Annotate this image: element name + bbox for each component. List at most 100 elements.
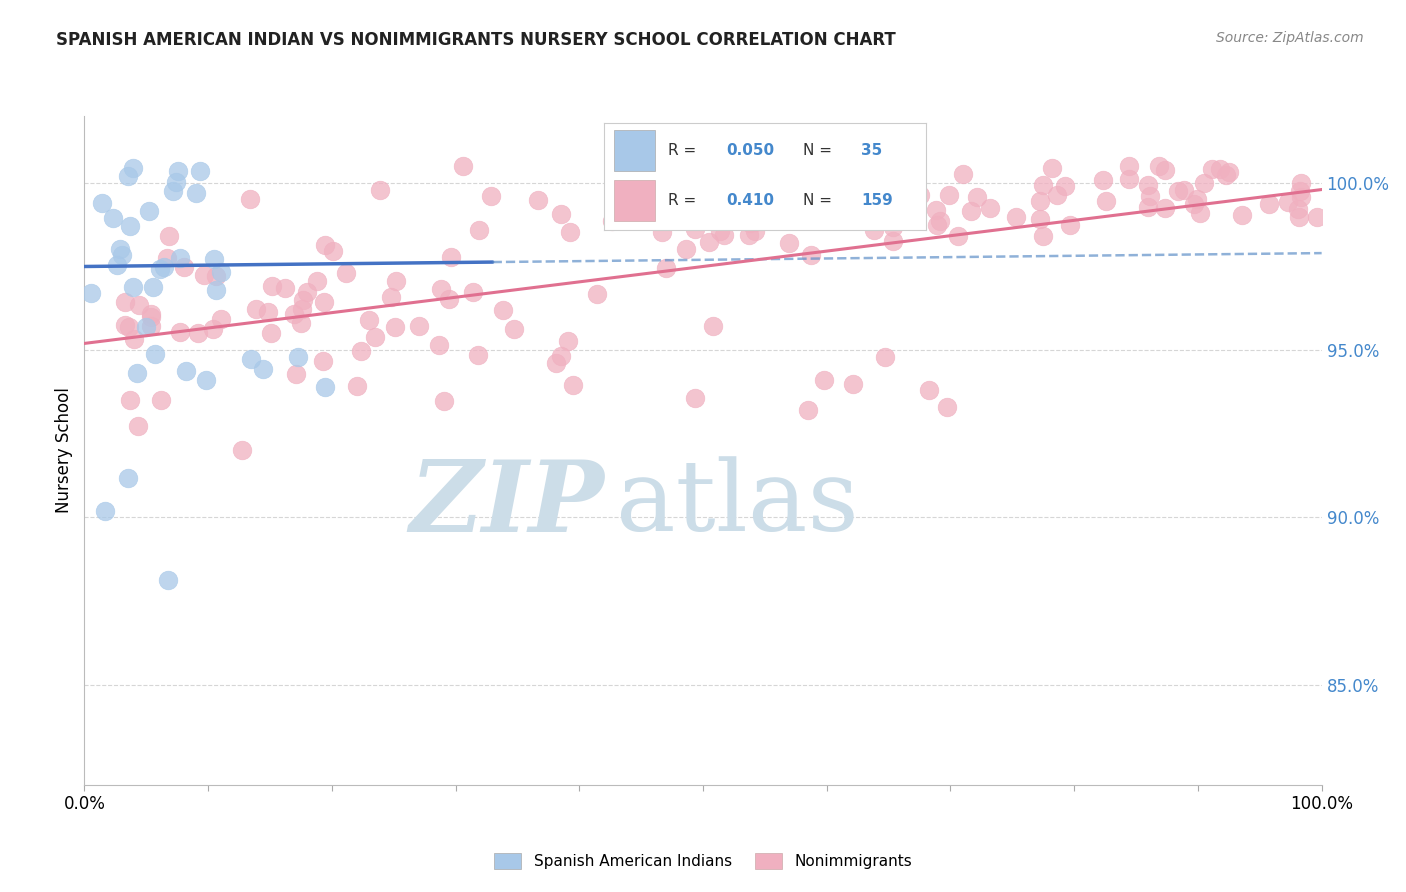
Point: [1189, 206, 1212, 220]
Point: [616, 159, 638, 173]
Point: [156, 252, 179, 266]
Point: [799, 248, 821, 262]
Point: [1288, 210, 1310, 224]
Point: [1167, 184, 1189, 198]
Point: [245, 302, 267, 317]
Point: [1137, 201, 1160, 215]
Point: [1289, 190, 1312, 204]
Point: [979, 201, 1001, 215]
Point: [558, 225, 581, 239]
Point: [1208, 162, 1230, 177]
Point: [918, 383, 941, 397]
Point: [209, 311, 232, 326]
Point: [1289, 184, 1312, 198]
Point: [1054, 179, 1077, 194]
Point: [429, 282, 451, 296]
Point: [1194, 176, 1216, 190]
Point: [166, 163, 188, 178]
Point: [1118, 171, 1140, 186]
Point: [239, 193, 262, 207]
Point: [557, 334, 579, 348]
Point: [544, 356, 567, 370]
Point: [699, 210, 721, 224]
Point: [550, 207, 572, 221]
Point: [108, 243, 131, 257]
Point: [928, 214, 950, 228]
Point: [927, 219, 949, 233]
Point: [427, 338, 450, 352]
Point: [165, 175, 187, 189]
Point: [651, 225, 673, 239]
Point: [966, 190, 988, 204]
Text: ZIP: ZIP: [409, 456, 605, 552]
Point: [260, 279, 283, 293]
Point: [153, 260, 176, 274]
Point: [157, 573, 180, 587]
Point: [252, 362, 274, 376]
Point: [879, 195, 901, 210]
Point: [600, 213, 623, 227]
Point: [662, 204, 685, 219]
Point: [121, 161, 143, 175]
Point: [350, 344, 373, 359]
Text: atlas: atlas: [616, 456, 859, 552]
Point: [111, 247, 134, 261]
Point: [305, 274, 328, 288]
Point: [654, 260, 676, 275]
Point: [952, 167, 974, 181]
Point: [1147, 159, 1170, 173]
Point: [135, 319, 157, 334]
Point: [194, 373, 217, 387]
Point: [105, 258, 128, 272]
Point: [842, 377, 865, 392]
Point: [713, 227, 735, 242]
Point: [936, 401, 959, 415]
Point: [314, 237, 336, 252]
Point: [801, 200, 824, 214]
Point: [527, 194, 550, 208]
Point: [683, 391, 706, 405]
Point: [364, 329, 387, 343]
Point: [873, 350, 896, 364]
Point: [122, 332, 145, 346]
Point: [117, 471, 139, 485]
Point: [785, 211, 807, 226]
Point: [586, 286, 609, 301]
Point: [440, 250, 463, 264]
Point: [550, 349, 572, 363]
Point: [1306, 211, 1329, 225]
Point: [204, 252, 226, 266]
Point: [887, 206, 910, 220]
Text: Source: ZipAtlas.com: Source: ZipAtlas.com: [1216, 31, 1364, 45]
Point: [834, 207, 856, 221]
Point: [882, 219, 904, 234]
Legend: Spanish American Indians, Nonimmigrants: Spanish American Indians, Nonimmigrants: [488, 847, 918, 875]
Point: [408, 318, 430, 333]
Point: [118, 219, 141, 233]
Point: [322, 244, 344, 258]
Point: [720, 181, 742, 195]
Point: [1032, 228, 1054, 243]
Point: [561, 378, 583, 392]
Point: [755, 192, 778, 206]
Point: [139, 307, 162, 321]
Point: [882, 235, 904, 249]
Point: [696, 213, 718, 227]
Point: [863, 223, 886, 237]
Point: [744, 215, 766, 229]
Point: [813, 373, 835, 387]
Point: [149, 392, 172, 407]
Point: [260, 326, 283, 340]
Point: [675, 242, 697, 256]
Point: [1289, 176, 1312, 190]
Point: [765, 193, 787, 207]
Point: [204, 268, 226, 283]
Point: [842, 192, 865, 206]
Text: SPANISH AMERICAN INDIAN VS NONIMMIGRANTS NURSERY SCHOOL CORRELATION CHART: SPANISH AMERICAN INDIAN VS NONIMMIGRANTS…: [56, 31, 896, 49]
Point: [120, 393, 142, 408]
Point: [121, 280, 143, 294]
Point: [240, 351, 263, 366]
Point: [744, 224, 766, 238]
Point: [169, 325, 191, 339]
Point: [709, 224, 731, 238]
